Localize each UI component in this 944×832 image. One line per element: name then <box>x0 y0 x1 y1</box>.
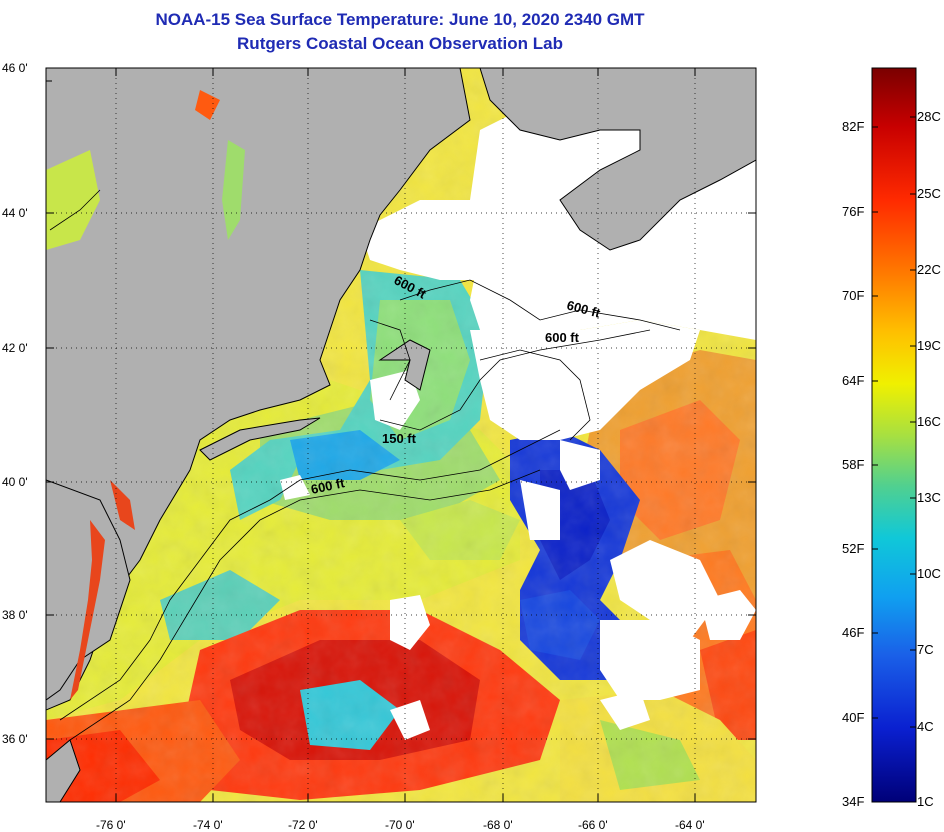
tick-marks <box>46 68 756 802</box>
colorbar-fahrenheit-label: 70F <box>842 288 865 303</box>
colorbar-celsius-label: 7C <box>917 642 934 657</box>
lat-label: 38 0' <box>2 608 28 622</box>
lat-label: 40 0' <box>2 475 28 489</box>
isobath-label: 150 ft <box>382 431 417 446</box>
lon-label: -68 0' <box>483 818 513 832</box>
lon-label: -74 0' <box>193 818 223 832</box>
isobath-label: 600 ft <box>545 330 580 345</box>
colorbar-celsius-label: 28C <box>917 109 941 124</box>
colorbar-celsius-label: 16C <box>917 414 941 429</box>
isobath-label-group: 600 ft 600 ft 600 ft 150 ft 600 ft <box>310 272 603 497</box>
colorbar-celsius-label: 19C <box>917 338 941 353</box>
colorbar-celsius-label: 25C <box>917 186 941 201</box>
lat-label: 42 0' <box>2 341 28 355</box>
colorbar-celsius-label: 13C <box>917 490 941 505</box>
lon-label: -76 0' <box>96 818 126 832</box>
lat-label: 36 0' <box>2 732 28 746</box>
lon-label: -70 0' <box>385 818 415 832</box>
lon-label: -66 0' <box>578 818 608 832</box>
colorbar-celsius-label: 1C <box>917 794 934 809</box>
colorbar-celsius-label: 4C <box>917 719 934 734</box>
lat-label: 46 0' <box>2 61 28 75</box>
lon-label: -72 0' <box>288 818 318 832</box>
colorbar-fahrenheit-label: 52F <box>842 541 865 556</box>
isobath-lines <box>49 189 681 741</box>
colorbar-ticks <box>872 116 916 728</box>
colorbar-fahrenheit-label: 46F <box>842 625 865 640</box>
map-title: NOAA-15 Sea Surface Temperature: June 10… <box>155 10 645 29</box>
map-subtitle: Rutgers Coastal Ocean Observation Lab <box>237 34 563 53</box>
lat-label: 44 0' <box>2 206 28 220</box>
colorbar <box>871 67 917 803</box>
colorbar-fahrenheit-label: 76F <box>842 204 865 219</box>
colorbar-fahrenheit-label: 64F <box>842 373 865 388</box>
land <box>46 68 756 802</box>
map-frame <box>45 67 757 803</box>
colorbar-fahrenheit-label: 82F <box>842 119 865 134</box>
lon-label: -64 0' <box>675 818 705 832</box>
colorbar-fahrenheit-label: 40F <box>842 710 865 725</box>
colorbar-celsius-label: 10C <box>917 566 941 581</box>
colorbar-fahrenheit-label: 58F <box>842 457 865 472</box>
colorbar-celsius-label: 22C <box>917 262 941 277</box>
bays <box>46 90 245 700</box>
colorbar-fahrenheit-label: 34F <box>842 794 865 809</box>
graticule <box>46 68 756 802</box>
map-area: 600 ft 600 ft 600 ft 150 ft 600 ft <box>46 68 756 802</box>
isobath-label: 600 ft <box>310 475 347 497</box>
